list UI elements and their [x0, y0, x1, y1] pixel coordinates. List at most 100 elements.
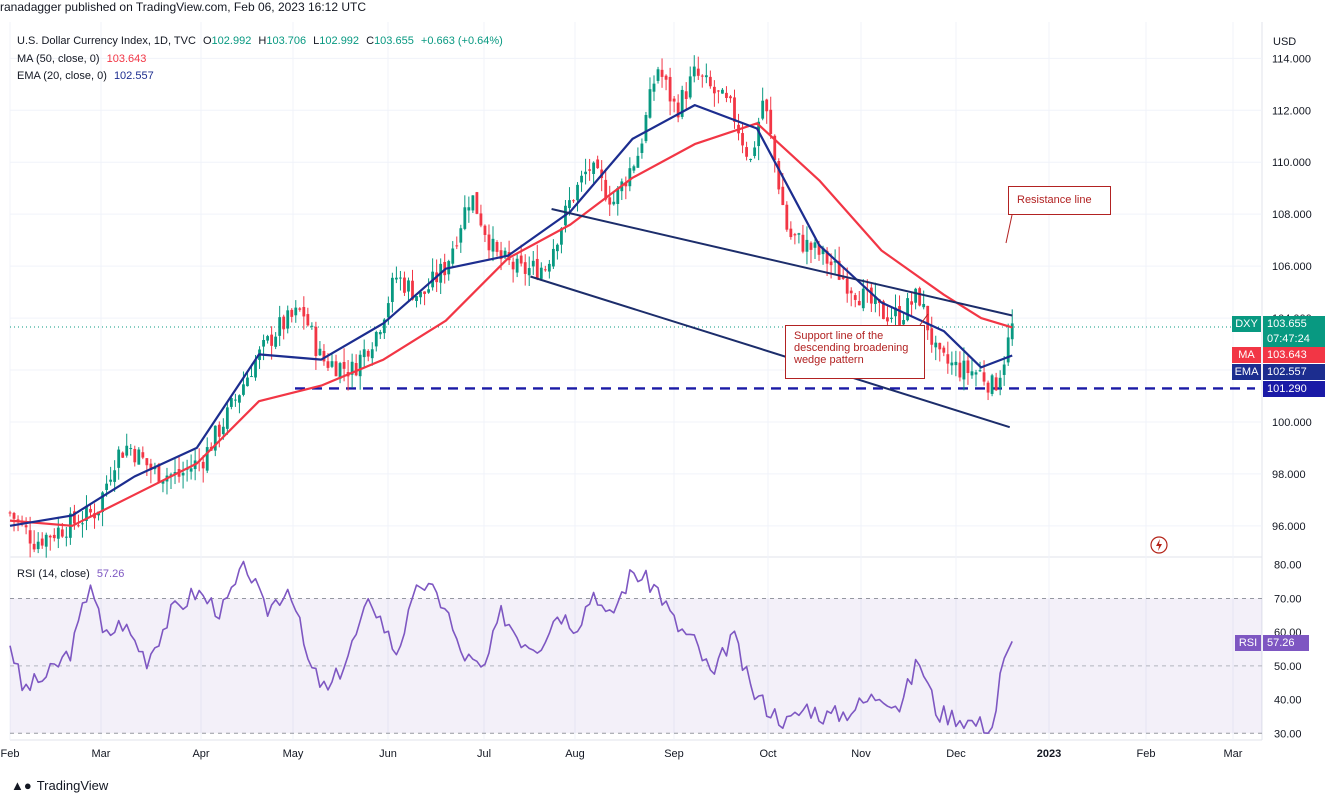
candle-body [342, 361, 346, 369]
candle-body [133, 448, 137, 463]
candle-body [366, 350, 370, 357]
candle-body [531, 260, 535, 267]
candle-body [121, 452, 125, 458]
candle-body [773, 135, 777, 161]
candle-body [946, 354, 950, 364]
rsi-legend-value: 57.26 [96, 568, 125, 580]
candle-body [1010, 323, 1014, 340]
dxy-badge-label: DXY [1232, 316, 1261, 332]
candle-body [270, 334, 274, 346]
candle-body [282, 316, 286, 330]
candle-body [781, 186, 785, 206]
candle-body [930, 328, 934, 345]
rsi-pane [9, 560, 1262, 734]
candle-body [334, 361, 338, 377]
time-tick-label: Feb [1137, 748, 1156, 760]
candle-body [254, 359, 257, 378]
resistance-annotation: Resistance line [1008, 186, 1111, 215]
candle-body [797, 233, 801, 235]
candle-body [238, 395, 241, 403]
candle-body [515, 258, 519, 273]
price-tick-label: 108.000 [1272, 209, 1312, 221]
candle-body [721, 89, 724, 94]
candle-body [628, 168, 632, 187]
candle-body [407, 280, 410, 292]
resistance-trend-line [551, 208, 1013, 317]
time-tick-label: Sep [664, 748, 684, 760]
candle-body [109, 479, 113, 482]
support-level-line [10, 326, 1262, 390]
candle-body [306, 314, 310, 326]
candle-body [24, 525, 28, 528]
candle-body [487, 234, 491, 251]
candle-body [765, 99, 769, 112]
candle-body [354, 363, 358, 376]
candle-body [712, 86, 716, 94]
candle-body [386, 303, 390, 318]
change-value: +0.663 (+0.64%) [420, 35, 503, 47]
candle-body [914, 288, 918, 303]
candle-body [463, 207, 467, 229]
candle-body [161, 480, 165, 484]
candle-body [318, 348, 322, 356]
candle-body [290, 309, 294, 317]
candle-body [229, 398, 233, 407]
candle-body [48, 535, 52, 538]
ema-price-badge: 102.557 [1263, 364, 1325, 380]
candle-body [495, 242, 499, 252]
symbol-title: U.S. Dollar Currency Index, 1D, TVC [17, 35, 196, 47]
candle-body [624, 182, 628, 187]
time-tick-label: Nov [851, 748, 871, 760]
candle-body [789, 228, 793, 238]
candle-body [906, 298, 909, 321]
resistance-pointer [1005, 214, 1013, 244]
candle-body [869, 287, 873, 304]
candle-body [225, 407, 229, 429]
candle-body [246, 377, 249, 387]
time-tick-label: Oct [759, 748, 776, 760]
candle-body [568, 200, 571, 209]
candle-body [322, 350, 326, 362]
candle-body [113, 470, 117, 482]
candle-body [636, 155, 640, 168]
candle-body [298, 308, 302, 310]
rsi-tick-label: 70.00 [1274, 593, 1302, 605]
candle-body [471, 195, 475, 211]
candle-body [181, 472, 185, 476]
candle-body [362, 349, 366, 358]
ema-legend: EMA (20, close, 0) 102.557 [17, 70, 154, 82]
candle-body [708, 76, 712, 87]
candle-body [950, 362, 954, 366]
flash-icon[interactable] [1150, 536, 1168, 554]
candle-body [692, 66, 696, 77]
candle-body [539, 267, 543, 279]
candle-body [145, 458, 149, 466]
candle-body [733, 97, 736, 122]
candle-body [314, 326, 318, 356]
candle-body [60, 529, 64, 537]
tradingview-brand[interactable]: ▲● TradingView [11, 778, 109, 793]
candle-body [817, 244, 821, 255]
candle-body [910, 301, 913, 305]
candle-body [769, 109, 773, 134]
candle-body [886, 317, 889, 322]
candle-body [1002, 364, 1006, 375]
candle-body [475, 192, 479, 214]
candle-body [612, 201, 616, 205]
rsi-legend: RSI (14, close) 57.26 [17, 568, 125, 580]
candle-body [423, 291, 426, 294]
candle-body [648, 89, 652, 118]
candle-body [741, 133, 744, 146]
candle-body [717, 90, 720, 92]
candle-body [962, 360, 966, 380]
candle-body [157, 464, 161, 483]
candle-body [640, 143, 644, 153]
candle-body [801, 234, 805, 252]
ema-badge-label: EMA [1232, 364, 1261, 380]
candle-body [16, 519, 20, 521]
candle-body [85, 505, 88, 521]
candle-body [918, 288, 922, 306]
candle-body [52, 534, 56, 539]
candle-body [427, 289, 430, 293]
